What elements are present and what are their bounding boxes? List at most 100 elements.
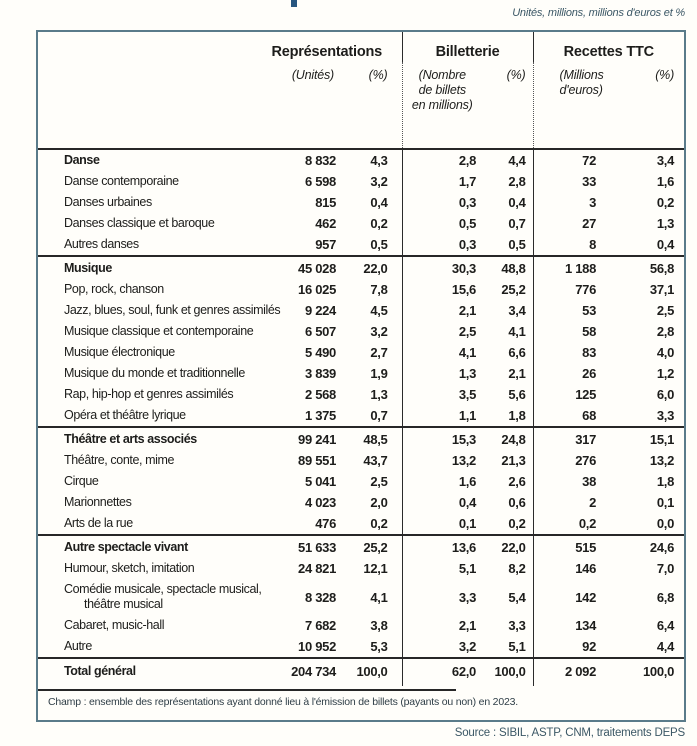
row-label: Musique <box>38 255 252 279</box>
cell-pct-recettes: 56,8 <box>601 255 685 279</box>
cell-billets: 1,7 <box>401 171 482 192</box>
cell-unites: 3 839 <box>304 366 336 381</box>
row-label: Danses classique et baroque <box>64 216 215 230</box>
cell-pct-representations: 2,0 <box>370 495 388 510</box>
cell-pct-representations: 5,3 <box>370 639 388 654</box>
cell-pct-billetterie: 6,6 <box>508 345 526 360</box>
table-body: Danse 8 832 4,3 2,8 4,4 72 3,4 Danse contempora… <box>38 149 685 686</box>
cell-pct-billetterie: 24,8 <box>482 426 534 450</box>
cell-billets: 0,1 <box>401 513 482 535</box>
cell-unites: 957 <box>315 237 336 252</box>
cell-pct-billetterie: 0,5 <box>508 237 526 252</box>
cell-millions-euros: 68 <box>532 405 602 427</box>
cell-pct-recettes: 3,3 <box>656 408 675 423</box>
row-label: Autre <box>64 639 92 653</box>
table-row: Danses urbaines 815 0,4 0,3 0,4 3 0,2 <box>38 192 684 213</box>
cell-billets: 2,1 <box>401 300 482 321</box>
cell-millions-euros: 776 <box>532 279 602 300</box>
row-label: Arts de la rue <box>64 516 133 530</box>
total-row: Total général 204 734 100,0 62,0 100,0 2 092 1… <box>38 657 685 686</box>
cell-unites: 462 <box>315 216 336 231</box>
table-row: Marionnettes 4 023 2,0 0,4 0,6 2 0,1 <box>38 492 684 513</box>
cell-billets: 1,3 <box>401 363 482 384</box>
cell-pct-billetterie: 0,4 <box>508 195 526 210</box>
row-label: Autre spectacle vivant <box>38 534 252 558</box>
cell-unites: 89 551 <box>298 453 336 468</box>
cell-millions-euros: 27 <box>532 213 602 234</box>
cropped-title-fragment <box>291 0 297 7</box>
cell-unites: 8 832 <box>304 153 336 168</box>
cell-millions-euros: 0,2 <box>532 513 602 535</box>
cell-pct-representations: 7,8 <box>370 282 388 297</box>
cell-billets: 15,6 <box>401 279 482 300</box>
row-label: Musique classique et contemporaine <box>64 324 254 338</box>
cell-pct-recettes: 0,2 <box>656 195 675 210</box>
cell-unites: 9 224 <box>304 303 336 318</box>
table-row: Humour, sketch, imitation 24 821 12,1 5,1 8,… <box>38 558 684 579</box>
cell-pct-billetterie: 5,1 <box>508 639 526 654</box>
cell-unites: 815 <box>315 195 336 210</box>
cell-pct-representations: 2,7 <box>370 345 388 360</box>
table-frame: Représentations Billetterie Recettes TTC… <box>36 30 686 722</box>
cell-pct-billetterie: 100,0 <box>482 657 534 686</box>
cell-pct-billetterie: 3,4 <box>508 303 526 318</box>
header-billetterie: Billetterie <box>401 32 534 62</box>
cell-pct-representations: 4,5 <box>370 303 388 318</box>
cell-millions-euros: 276 <box>532 450 602 471</box>
cell-pct-billetterie: 2,6 <box>508 474 526 489</box>
cell-millions-euros: 2 092 <box>532 657 602 686</box>
cell-pct-representations: 12,1 <box>363 561 388 576</box>
cell-pct-recettes: 4,0 <box>656 345 675 360</box>
subheader-billets-line1: (Nombre <box>418 68 466 82</box>
cell-pct-representations: 4,1 <box>370 589 388 605</box>
cell-pct-billetterie: 22,0 <box>482 534 534 558</box>
cell-unites: 2 568 <box>304 387 336 402</box>
cell-millions-euros: 515 <box>532 534 602 558</box>
row-label: Pop, rock, chanson <box>64 282 164 296</box>
cell-billets: 13,2 <box>401 450 482 471</box>
cell-billets: 0,4 <box>401 492 482 513</box>
cell-billets: 30,3 <box>401 255 482 279</box>
table-row: Danse contemporaine 6 598 3,2 1,7 2,8 33 1,6 <box>38 171 684 192</box>
cell-billets: 0,3 <box>401 234 482 256</box>
cell-pct-representations: 2,5 <box>370 474 388 489</box>
subheader-meuros: (Millions d'euros) <box>532 62 604 150</box>
cell-pct-representations: 1,3 <box>370 387 388 402</box>
cell-unites: 99 241 <box>252 426 340 450</box>
cell-unites: 7 682 <box>304 618 336 633</box>
cell-pct-representations: 100,0 <box>340 657 402 686</box>
cell-unites: 24 821 <box>298 561 336 576</box>
cell-millions-euros: 33 <box>532 171 602 192</box>
table-row: Musique électronique 5 490 2,7 4,1 6,6 83 4,0 <box>38 342 684 363</box>
cell-pct-recettes: 37,1 <box>649 282 675 297</box>
cell-pct-billetterie: 21,3 <box>501 453 526 468</box>
cell-pct-representations: 0,7 <box>370 408 388 423</box>
cell-unites: 6 507 <box>304 324 336 339</box>
subheader-meuros-line1: (Millions <box>559 68 604 82</box>
cell-millions-euros: 3 <box>532 192 602 213</box>
cell-pct-billetterie: 48,8 <box>482 255 534 279</box>
table-row: Jazz, blues, soul, funk et genres assimi… <box>38 300 684 321</box>
cell-millions-euros: 134 <box>532 615 602 636</box>
table-row: Cabaret, music-hall 7 682 3,8 2,1 3,3 134 6,4 <box>38 615 684 636</box>
cell-pct-representations: 3,8 <box>370 618 388 633</box>
row-label: Marionnettes <box>64 495 132 509</box>
cell-unites: 1 375 <box>304 408 336 423</box>
cell-millions-euros: 8 <box>532 234 602 256</box>
cell-unites: 45 028 <box>252 255 340 279</box>
cell-unites: 16 025 <box>298 282 336 297</box>
cell-pct-billetterie: 1,8 <box>508 408 526 423</box>
cell-millions-euros: 72 <box>532 149 602 171</box>
cell-unites: 6 598 <box>304 174 336 189</box>
table-row: Danses classique et baroque 462 0,2 0,5 0,7 2… <box>38 213 684 234</box>
cell-millions-euros: 142 <box>532 579 602 615</box>
table-row: Danse 8 832 4,3 2,8 4,4 72 3,4 <box>38 149 684 171</box>
table-row: Opéra et théâtre lyrique 1 375 0,7 1,1 1,8 68… <box>38 405 684 427</box>
cell-millions-euros: 317 <box>532 426 602 450</box>
total-underline-rule <box>38 689 456 691</box>
table-row: Autres danses 957 0,5 0,3 0,5 8 0,4 <box>38 234 684 256</box>
row-label: Musique du monde et traditionnelle <box>64 366 245 380</box>
table-row: Pop, rock, chanson 16 025 7,8 15,6 25,2 776 37… <box>38 279 684 300</box>
cell-pct-billetterie: 5,6 <box>508 387 526 402</box>
cell-pct-representations: 0,5 <box>370 237 388 252</box>
